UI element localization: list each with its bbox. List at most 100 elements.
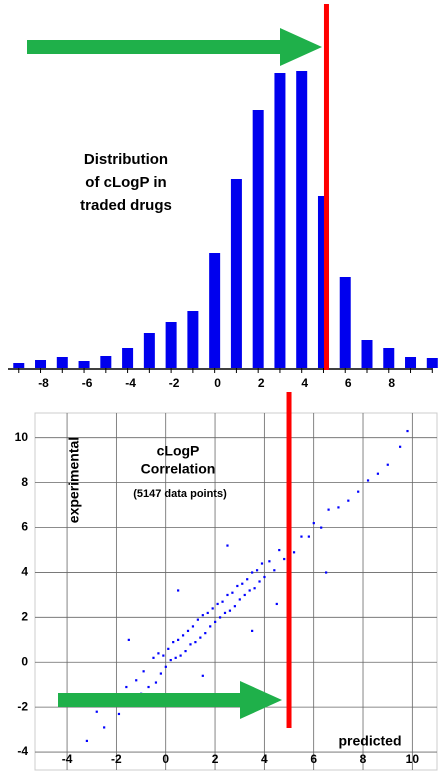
point bbox=[152, 656, 155, 659]
point bbox=[255, 569, 259, 572]
annotation: of cLogP in bbox=[85, 174, 166, 191]
point bbox=[243, 593, 246, 597]
point bbox=[135, 679, 138, 682]
point bbox=[241, 582, 244, 585]
point bbox=[327, 508, 330, 511]
point bbox=[376, 472, 380, 475]
bar bbox=[317, 196, 329, 368]
bar bbox=[143, 333, 155, 368]
point bbox=[204, 632, 207, 635]
annotation: Correlation bbox=[141, 461, 216, 477]
point bbox=[164, 665, 167, 668]
point bbox=[184, 650, 187, 653]
point bbox=[275, 602, 278, 606]
x-tick-label: -2 bbox=[169, 376, 180, 390]
point bbox=[177, 638, 180, 641]
point bbox=[223, 611, 227, 615]
point bbox=[248, 589, 251, 592]
point bbox=[177, 589, 180, 592]
point bbox=[226, 544, 229, 547]
y-tick-label: -2 bbox=[17, 699, 28, 713]
y-tick-label: 4 bbox=[21, 565, 28, 579]
point bbox=[228, 609, 232, 612]
x-axis-label: predicted bbox=[338, 733, 401, 749]
y-tick-label: 8 bbox=[21, 475, 28, 489]
bar bbox=[209, 253, 221, 368]
annotation: (5147 data points) bbox=[133, 488, 227, 500]
point bbox=[201, 614, 204, 617]
point bbox=[142, 670, 145, 673]
point bbox=[347, 499, 350, 502]
point bbox=[278, 548, 281, 552]
point bbox=[320, 526, 323, 529]
point bbox=[406, 429, 409, 433]
x-tick-label: 6 bbox=[310, 752, 317, 766]
point bbox=[251, 571, 254, 574]
annotation: traded drugs bbox=[80, 197, 172, 214]
point bbox=[201, 674, 204, 677]
point bbox=[366, 479, 370, 482]
y-tick-label: -4 bbox=[17, 744, 28, 758]
point bbox=[216, 602, 219, 606]
point bbox=[147, 685, 150, 689]
point bbox=[117, 712, 121, 716]
point bbox=[181, 634, 185, 637]
point bbox=[386, 463, 389, 466]
bar bbox=[122, 348, 134, 368]
point bbox=[103, 726, 106, 729]
green-arrow bbox=[58, 681, 282, 719]
x-tick-label: 10 bbox=[406, 752, 420, 766]
point bbox=[189, 643, 192, 646]
bar bbox=[78, 361, 90, 368]
point bbox=[127, 638, 130, 641]
annotation: cLogP bbox=[157, 443, 200, 459]
annotation: Distribution bbox=[84, 151, 168, 168]
x-tick-label: -2 bbox=[111, 752, 122, 766]
bar bbox=[426, 358, 438, 368]
point bbox=[399, 445, 402, 448]
bar bbox=[361, 340, 373, 368]
point bbox=[231, 591, 234, 594]
point bbox=[258, 580, 261, 583]
point bbox=[167, 647, 170, 650]
point bbox=[251, 629, 254, 632]
point bbox=[194, 641, 197, 644]
x-tick-label: 6 bbox=[345, 376, 352, 390]
point bbox=[179, 654, 182, 657]
y-tick-label: 6 bbox=[21, 520, 28, 534]
point bbox=[209, 625, 212, 628]
x-tick-label: -6 bbox=[82, 376, 93, 390]
point bbox=[307, 535, 310, 538]
y-tick-label: 2 bbox=[21, 609, 28, 623]
point bbox=[125, 685, 128, 689]
green-arrow bbox=[27, 28, 322, 66]
point bbox=[154, 681, 158, 684]
point bbox=[263, 575, 266, 579]
bar bbox=[252, 110, 264, 368]
bar bbox=[274, 73, 286, 368]
point bbox=[312, 522, 315, 525]
bar bbox=[405, 357, 417, 368]
x-tick-label: 4 bbox=[261, 752, 268, 766]
bar bbox=[296, 71, 308, 368]
point bbox=[273, 569, 276, 572]
bar bbox=[230, 179, 242, 368]
point bbox=[238, 598, 241, 601]
point bbox=[233, 605, 236, 608]
point bbox=[191, 625, 195, 628]
point bbox=[337, 506, 340, 509]
y-tick-label: 10 bbox=[15, 430, 29, 444]
x-tick-label: 8 bbox=[360, 752, 367, 766]
point bbox=[95, 710, 98, 713]
point bbox=[283, 557, 286, 561]
point bbox=[172, 641, 175, 644]
plot-area bbox=[34, 412, 438, 771]
bar bbox=[56, 357, 68, 368]
x-tick-label: 2 bbox=[258, 376, 265, 390]
y-axis-label: experimental bbox=[66, 437, 82, 523]
point bbox=[157, 652, 160, 655]
bar bbox=[13, 363, 25, 368]
point bbox=[300, 535, 303, 538]
x-tick-label: -4 bbox=[62, 752, 73, 766]
